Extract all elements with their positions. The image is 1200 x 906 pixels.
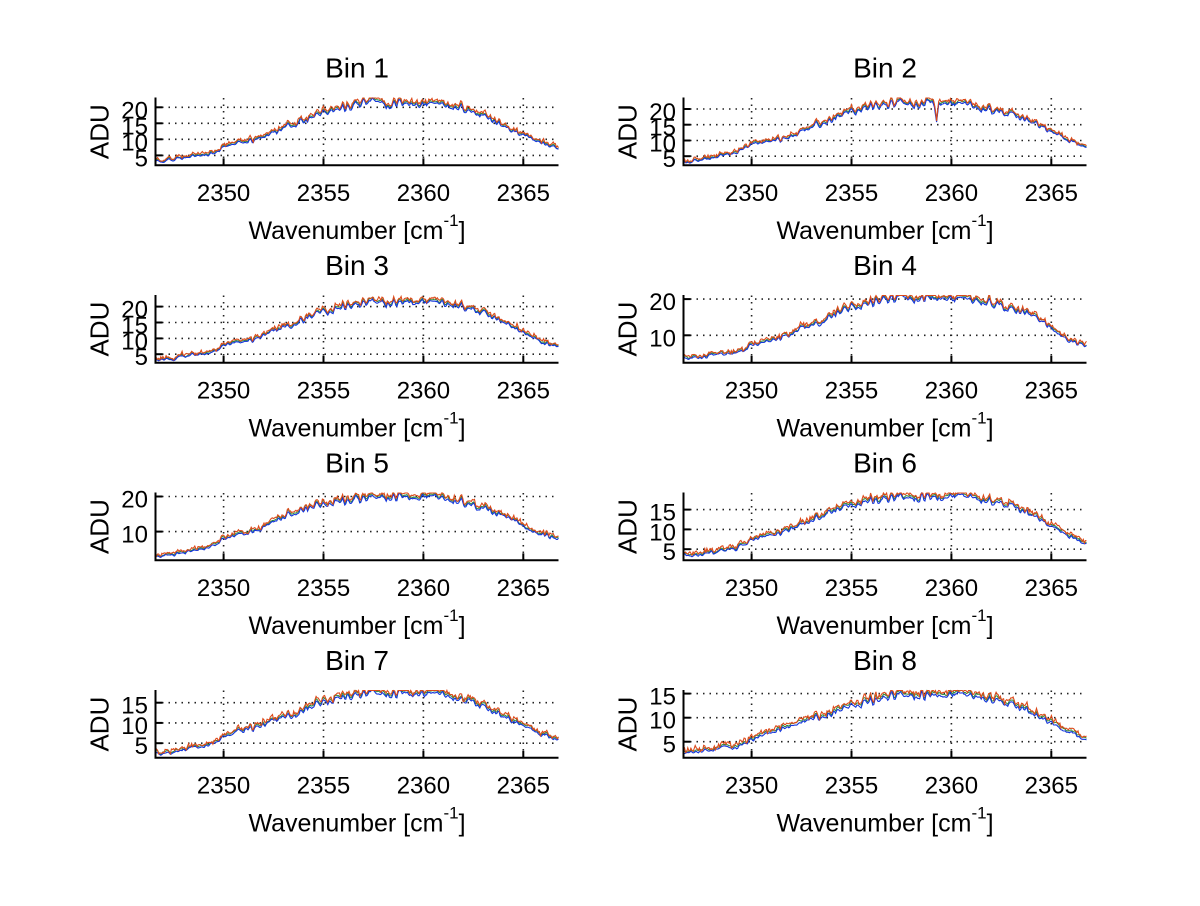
- svg-text:2350: 2350: [197, 180, 250, 207]
- svg-text:2365: 2365: [1025, 575, 1078, 602]
- svg-text:ADU: ADU: [613, 302, 643, 357]
- svg-text:Bin 3: Bin 3: [325, 250, 389, 281]
- svg-text:2365: 2365: [497, 180, 550, 207]
- svg-text:2365: 2365: [1025, 377, 1078, 404]
- svg-text:2360: 2360: [397, 772, 450, 799]
- svg-text:2355: 2355: [297, 377, 350, 404]
- svg-text:Wavenumber [cm-1]: Wavenumber [cm-1]: [776, 803, 993, 837]
- svg-text:2365: 2365: [497, 377, 550, 404]
- svg-text:Bin 5: Bin 5: [325, 448, 389, 479]
- svg-text:2355: 2355: [297, 575, 350, 602]
- svg-text:2360: 2360: [397, 377, 450, 404]
- svg-text:Bin 6: Bin 6: [853, 448, 917, 479]
- svg-text:Bin 1: Bin 1: [325, 53, 389, 84]
- svg-text:15: 15: [649, 500, 676, 527]
- svg-text:10: 10: [121, 129, 148, 156]
- svg-text:Wavenumber [cm-1]: Wavenumber [cm-1]: [248, 606, 465, 640]
- svg-text:2350: 2350: [725, 772, 778, 799]
- svg-text:ADU: ADU: [613, 697, 643, 752]
- svg-text:Wavenumber [cm-1]: Wavenumber [cm-1]: [248, 803, 465, 837]
- svg-text:ADU: ADU: [85, 302, 115, 357]
- svg-text:2355: 2355: [297, 180, 350, 207]
- svg-text:20: 20: [649, 289, 676, 316]
- svg-text:ADU: ADU: [613, 499, 643, 554]
- svg-text:10: 10: [121, 522, 148, 549]
- svg-text:20: 20: [121, 97, 148, 124]
- svg-text:5: 5: [663, 732, 676, 759]
- svg-text:ADU: ADU: [85, 499, 115, 554]
- svg-text:15: 15: [121, 693, 148, 720]
- svg-text:2355: 2355: [825, 575, 878, 602]
- svg-text:Wavenumber [cm-1]: Wavenumber [cm-1]: [776, 211, 993, 245]
- svg-text:2365: 2365: [497, 772, 550, 799]
- svg-text:20: 20: [121, 487, 148, 514]
- svg-text:2355: 2355: [825, 772, 878, 799]
- svg-text:2360: 2360: [925, 575, 978, 602]
- svg-text:2360: 2360: [397, 575, 450, 602]
- svg-text:ADU: ADU: [85, 104, 115, 159]
- svg-text:2365: 2365: [1025, 772, 1078, 799]
- svg-text:Wavenumber [cm-1]: Wavenumber [cm-1]: [248, 211, 465, 245]
- svg-text:Bin 2: Bin 2: [853, 53, 917, 84]
- svg-text:Bin 7: Bin 7: [325, 645, 389, 676]
- svg-text:2355: 2355: [825, 180, 878, 207]
- svg-text:15: 15: [121, 313, 148, 340]
- svg-text:Wavenumber [cm-1]: Wavenumber [cm-1]: [248, 408, 465, 442]
- svg-text:5: 5: [663, 146, 676, 173]
- svg-text:2365: 2365: [1025, 180, 1078, 207]
- svg-text:2365: 2365: [497, 575, 550, 602]
- svg-text:10: 10: [121, 328, 148, 355]
- svg-text:2350: 2350: [725, 575, 778, 602]
- svg-text:5: 5: [663, 539, 676, 566]
- svg-text:5: 5: [135, 733, 148, 760]
- svg-text:Wavenumber [cm-1]: Wavenumber [cm-1]: [776, 408, 993, 442]
- svg-text:15: 15: [649, 684, 676, 711]
- svg-text:10: 10: [649, 708, 676, 735]
- svg-text:2350: 2350: [725, 377, 778, 404]
- svg-text:20: 20: [649, 99, 676, 126]
- svg-text:2350: 2350: [197, 772, 250, 799]
- svg-text:2350: 2350: [197, 377, 250, 404]
- svg-text:15: 15: [121, 113, 148, 140]
- svg-text:10: 10: [649, 325, 676, 352]
- svg-text:20: 20: [121, 297, 148, 324]
- svg-text:15: 15: [649, 115, 676, 142]
- svg-text:10: 10: [649, 131, 676, 158]
- svg-text:2360: 2360: [925, 772, 978, 799]
- svg-text:5: 5: [135, 344, 148, 371]
- svg-text:2360: 2360: [925, 180, 978, 207]
- svg-text:2355: 2355: [297, 772, 350, 799]
- svg-text:2360: 2360: [925, 377, 978, 404]
- svg-text:2350: 2350: [197, 575, 250, 602]
- svg-text:Wavenumber [cm-1]: Wavenumber [cm-1]: [776, 606, 993, 640]
- svg-text:5: 5: [135, 145, 148, 172]
- svg-text:Bin 4: Bin 4: [853, 250, 917, 281]
- svg-text:ADU: ADU: [85, 697, 115, 752]
- svg-text:10: 10: [649, 519, 676, 546]
- svg-text:2350: 2350: [725, 180, 778, 207]
- svg-text:Bin 8: Bin 8: [853, 645, 917, 676]
- svg-text:2360: 2360: [397, 180, 450, 207]
- svg-text:2355: 2355: [825, 377, 878, 404]
- svg-text:10: 10: [121, 713, 148, 740]
- svg-text:ADU: ADU: [613, 104, 643, 159]
